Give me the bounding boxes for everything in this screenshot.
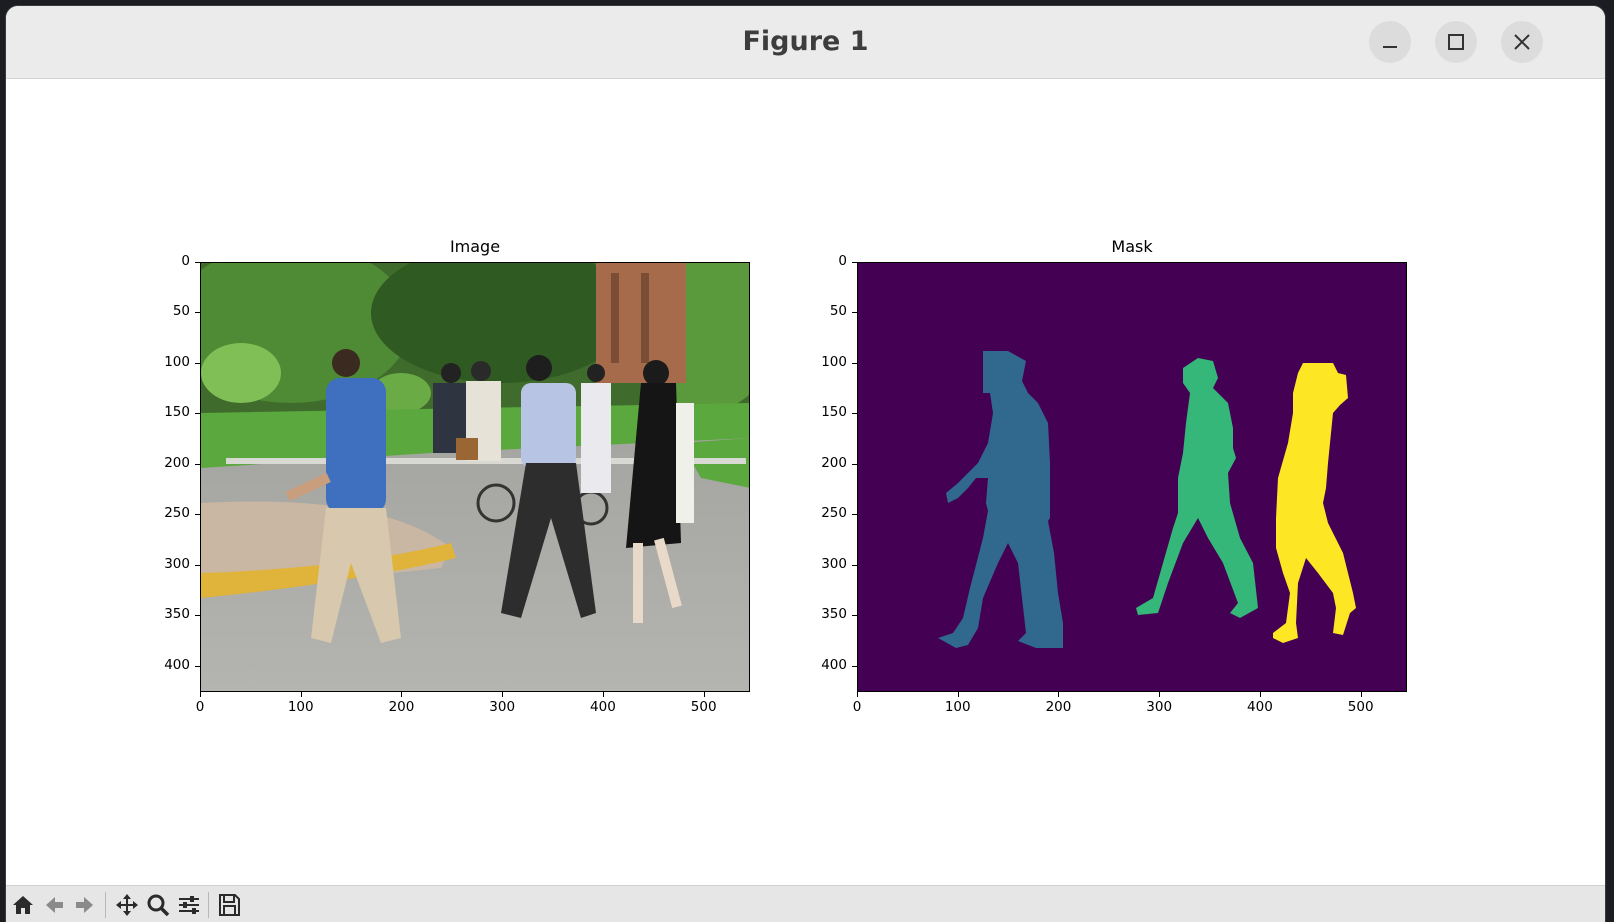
segmentation-mask <box>858 263 1406 691</box>
x-tick-mark <box>703 692 705 697</box>
person-light-shirt <box>501 355 596 618</box>
y-tick-label: 50 <box>829 303 847 320</box>
x-tick-label: 100 <box>944 699 971 715</box>
y-tick-mark <box>852 564 857 566</box>
y-tick-label: 0 <box>181 253 190 269</box>
street-photo <box>201 263 749 691</box>
forward-icon[interactable] <box>72 892 98 918</box>
close-icon <box>1514 34 1530 50</box>
x-tick-label: 500 <box>690 699 717 715</box>
x-tick-mark <box>401 692 403 697</box>
x-tick-mark <box>857 692 858 697</box>
x-tick-mark <box>300 692 302 697</box>
matplotlib-toolbar <box>6 885 1605 922</box>
y-tick-mark <box>852 615 857 617</box>
image-axes-title: Image <box>449 237 501 256</box>
y-tick-mark <box>195 362 200 364</box>
y-tick-mark <box>852 514 857 516</box>
x-tick-label: 0 <box>852 699 862 715</box>
y-tick-mark <box>852 262 857 263</box>
x-tick-label: 500 <box>1347 699 1374 715</box>
back-icon[interactable] <box>41 892 67 918</box>
titlebar[interactable]: Figure 1 <box>6 6 1605 79</box>
y-tick-label: 150 <box>821 404 847 421</box>
x-tick-label: 0 <box>195 699 205 715</box>
mask-person-3 <box>1273 363 1356 643</box>
y-tick-mark <box>852 312 857 314</box>
y-tick-label: 300 <box>821 555 847 572</box>
figure-canvas[interactable]: Image <box>6 79 1605 885</box>
x-tick-mark <box>1159 692 1161 697</box>
y-tick-mark <box>195 665 200 667</box>
y-tick-label: 250 <box>164 505 190 522</box>
y-tick-mark <box>195 463 200 465</box>
person-blue-shirt <box>285 349 401 643</box>
y-tick-label: 150 <box>164 404 190 421</box>
minimize-icon <box>1383 46 1397 48</box>
x-tick-label: 300 <box>489 699 516 715</box>
maximize-icon <box>1448 34 1464 50</box>
x-tick-mark <box>957 692 959 697</box>
person-black-dress <box>626 360 694 623</box>
maximize-button[interactable] <box>1435 21 1477 63</box>
x-tick-label: 100 <box>287 699 314 715</box>
x-tick-label: 400 <box>1247 699 1273 715</box>
x-tick-label: 400 <box>590 699 616 715</box>
mask-axes-title: Mask <box>1111 237 1153 256</box>
window-title: Figure 1 <box>742 26 869 57</box>
x-tick-label: 300 <box>1146 699 1173 715</box>
home-icon[interactable] <box>10 892 36 918</box>
y-tick-mark <box>195 312 200 314</box>
x-tick-label: 200 <box>388 699 415 715</box>
x-tick-mark <box>200 692 201 697</box>
y-tick-label: 250 <box>821 505 847 522</box>
x-tick-mark <box>1360 692 1362 697</box>
x-tick-label: 200 <box>1045 699 1072 715</box>
y-tick-mark <box>852 463 857 465</box>
y-tick-mark <box>852 665 857 667</box>
mask-person-1 <box>938 351 1063 648</box>
mask-plot[interactable] <box>857 262 1407 692</box>
y-tick-label: 100 <box>821 353 847 370</box>
y-tick-mark <box>852 362 857 364</box>
toolbar-separator <box>105 892 106 918</box>
x-tick-mark <box>602 692 604 697</box>
x-tick-mark <box>1058 692 1060 697</box>
y-tick-label: 200 <box>821 454 847 471</box>
y-tick-label: 400 <box>164 656 190 673</box>
y-tick-mark <box>195 514 200 516</box>
zoom-icon[interactable] <box>145 892 171 918</box>
figure-window: Figure 1 Image <box>6 6 1605 922</box>
y-tick-mark <box>195 262 200 263</box>
minimize-button[interactable] <box>1369 21 1411 63</box>
y-tick-label: 0 <box>838 253 847 269</box>
x-tick-mark <box>502 692 504 697</box>
person-background-cyclists <box>433 361 611 526</box>
y-tick-label: 350 <box>821 606 847 623</box>
y-tick-mark <box>195 615 200 617</box>
y-tick-label: 200 <box>164 454 190 471</box>
y-tick-label: 350 <box>164 606 190 623</box>
x-tick-mark <box>1259 692 1261 697</box>
y-tick-mark <box>852 413 857 415</box>
y-tick-label: 400 <box>821 656 847 673</box>
save-icon[interactable] <box>216 892 242 918</box>
y-tick-label: 300 <box>164 555 190 572</box>
y-tick-mark <box>195 564 200 566</box>
mask-person-2 <box>1136 358 1258 618</box>
close-button[interactable] <box>1501 21 1543 63</box>
y-tick-label: 50 <box>172 303 190 320</box>
configure-icon[interactable] <box>176 892 202 918</box>
toolbar-separator <box>208 892 209 918</box>
y-tick-mark <box>195 413 200 415</box>
image-plot[interactable] <box>200 262 750 692</box>
y-tick-label: 100 <box>164 353 190 370</box>
pan-icon[interactable] <box>114 892 140 918</box>
